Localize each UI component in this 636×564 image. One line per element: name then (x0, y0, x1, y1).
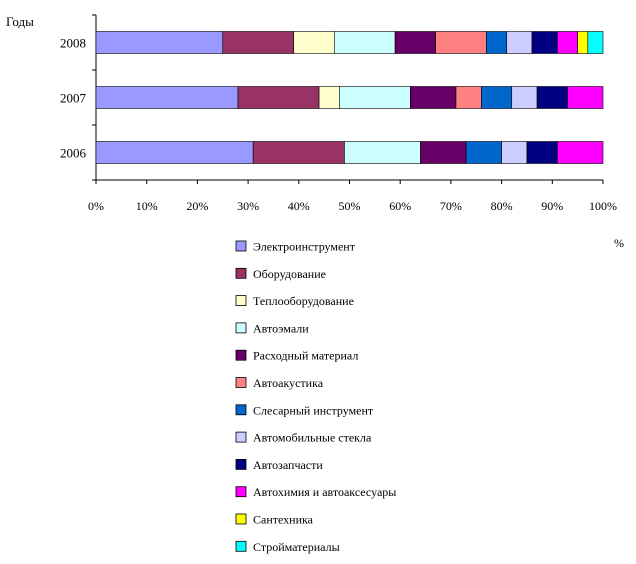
bar-segment (435, 31, 487, 54)
bar-segment (536, 86, 568, 109)
x-tick-label: 40% (288, 199, 310, 213)
bar-segment (531, 31, 558, 54)
bar-segment (95, 141, 254, 164)
legend-label: Автоакустика (253, 376, 324, 390)
bar-segment (293, 31, 335, 54)
legend-label: Стройматериалы (253, 540, 340, 554)
legend-label: Сантехника (253, 513, 314, 527)
x-tick-label: 80% (491, 199, 513, 213)
legend-swatch (235, 458, 247, 470)
bar-segment (252, 141, 345, 164)
legend-swatch (235, 377, 247, 388)
bar-segment (318, 86, 340, 109)
legend-swatch (235, 540, 247, 552)
x-tick-label: 20% (186, 199, 208, 213)
bar-segment (95, 86, 239, 109)
bar-segment (420, 141, 467, 164)
legend-label: Расходный материал (253, 349, 358, 363)
legend-swatch (235, 295, 247, 307)
x-tick-label: 60% (389, 199, 411, 213)
bar-segment (95, 31, 224, 54)
x-tick-label: 50% (339, 199, 361, 213)
category-label: 2008 (60, 36, 86, 51)
legend-swatch (235, 240, 247, 252)
category-label: 2007 (60, 91, 87, 106)
legend-label: Теплооборудование (253, 294, 354, 308)
bar-segment (237, 86, 320, 109)
plot-area: 0% 10% 20% 30% 40% 50% 60% 70% 80% 90% 100% 2008 200… (60, 14, 617, 213)
x-tick-label: 70% (440, 199, 462, 213)
bar-segment (486, 31, 507, 54)
bar-segment (501, 141, 528, 164)
bar-segment (455, 86, 482, 109)
x-axis-title: % (614, 236, 624, 250)
legend-label: Автоэмали (253, 321, 309, 335)
bar-segment (557, 141, 604, 164)
bar-segment (587, 31, 604, 54)
legend-swatch (235, 486, 247, 498)
legend-swatch (235, 267, 247, 279)
legend-swatch (235, 513, 247, 525)
legend-swatch (235, 322, 247, 334)
bar-segment (394, 31, 436, 54)
legend-label: Автохимия и автоаксесуары (253, 485, 396, 499)
legend-swatch (235, 404, 247, 416)
legend-swatch (235, 349, 247, 361)
legend-label: Слесарный инструмент (253, 403, 374, 417)
legend-swatch (235, 431, 247, 443)
y-axis-title: Годы (6, 14, 34, 29)
bar-segment (222, 31, 295, 54)
bar-segment (506, 31, 533, 54)
bar-segment (410, 86, 457, 109)
bar-segment (344, 141, 421, 164)
bar-segment (339, 86, 411, 109)
x-tick-label: 10% (136, 199, 158, 213)
x-tick-label: 30% (237, 199, 259, 213)
bar-segment (526, 141, 558, 164)
x-tick-label: 100% (589, 199, 617, 213)
x-tick-label: 0% (88, 199, 104, 213)
bar-segment (465, 141, 502, 164)
x-tick-label: 90% (541, 199, 563, 213)
category-label: 2006 (60, 146, 87, 161)
legend: Электроинструмент Оборудование Теплооборуд… (235, 240, 396, 554)
bar-segment (577, 31, 589, 54)
bar-segment (333, 31, 396, 54)
bar-segment (511, 86, 538, 109)
bar-segment (481, 86, 513, 109)
legend-label: Электроинструмент (253, 240, 356, 254)
legend-label: Оборудование (253, 267, 326, 281)
legend-label: Автомобильные стекла (253, 431, 372, 445)
bar-segment (557, 31, 578, 54)
bar-segment (567, 86, 604, 109)
legend-label: Автозапчасти (253, 458, 323, 472)
